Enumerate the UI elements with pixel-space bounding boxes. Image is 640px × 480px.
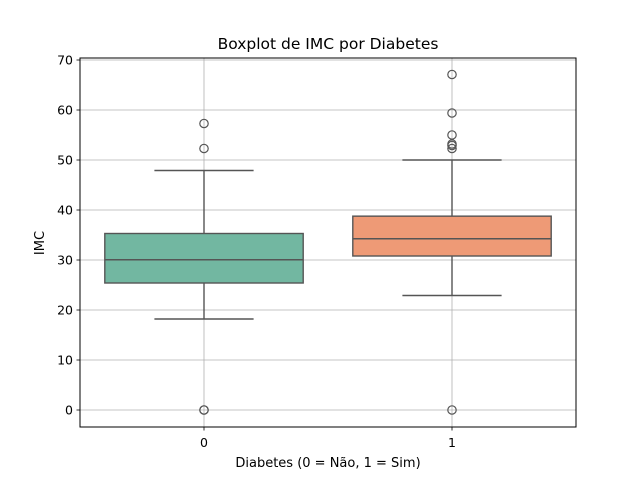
outlier-point xyxy=(199,405,209,415)
x-axis-label: Diabetes (0 = Não, 1 = Sim) xyxy=(235,456,420,471)
outlier-point xyxy=(199,118,209,129)
y-tick-label: 70 xyxy=(57,53,73,68)
chart-title: Boxplot de IMC por Diabetes xyxy=(218,35,439,53)
outlier-point xyxy=(447,130,457,140)
y-axis-label: IMC xyxy=(33,231,48,255)
y-tick-label: 60 xyxy=(57,103,73,118)
boxes xyxy=(104,69,552,415)
y-tick-label: 30 xyxy=(57,253,73,268)
outlier-point xyxy=(447,405,457,415)
box-group-0 xyxy=(104,118,304,415)
iqr-box xyxy=(104,232,304,284)
y-tick-label: 0 xyxy=(65,403,73,418)
plot-frame xyxy=(79,57,577,428)
outlier-point xyxy=(199,143,209,154)
y-tick-label: 50 xyxy=(57,153,73,168)
outlier-point xyxy=(447,139,457,149)
box-group-1 xyxy=(352,69,552,415)
y-tick-label: 20 xyxy=(57,303,73,318)
y-tick-label: 40 xyxy=(57,203,73,218)
y-tick-label: 10 xyxy=(57,353,73,368)
outlier-point xyxy=(447,69,457,80)
outlier-point xyxy=(447,143,457,154)
x-tick-label: 1 xyxy=(448,435,456,450)
iqr-box xyxy=(352,215,552,257)
outlier-point xyxy=(447,108,457,118)
axis-ticks: 0 10 20 30 40 50 60 70 0 1 xyxy=(57,53,456,451)
x-tick-label: 0 xyxy=(200,435,208,450)
